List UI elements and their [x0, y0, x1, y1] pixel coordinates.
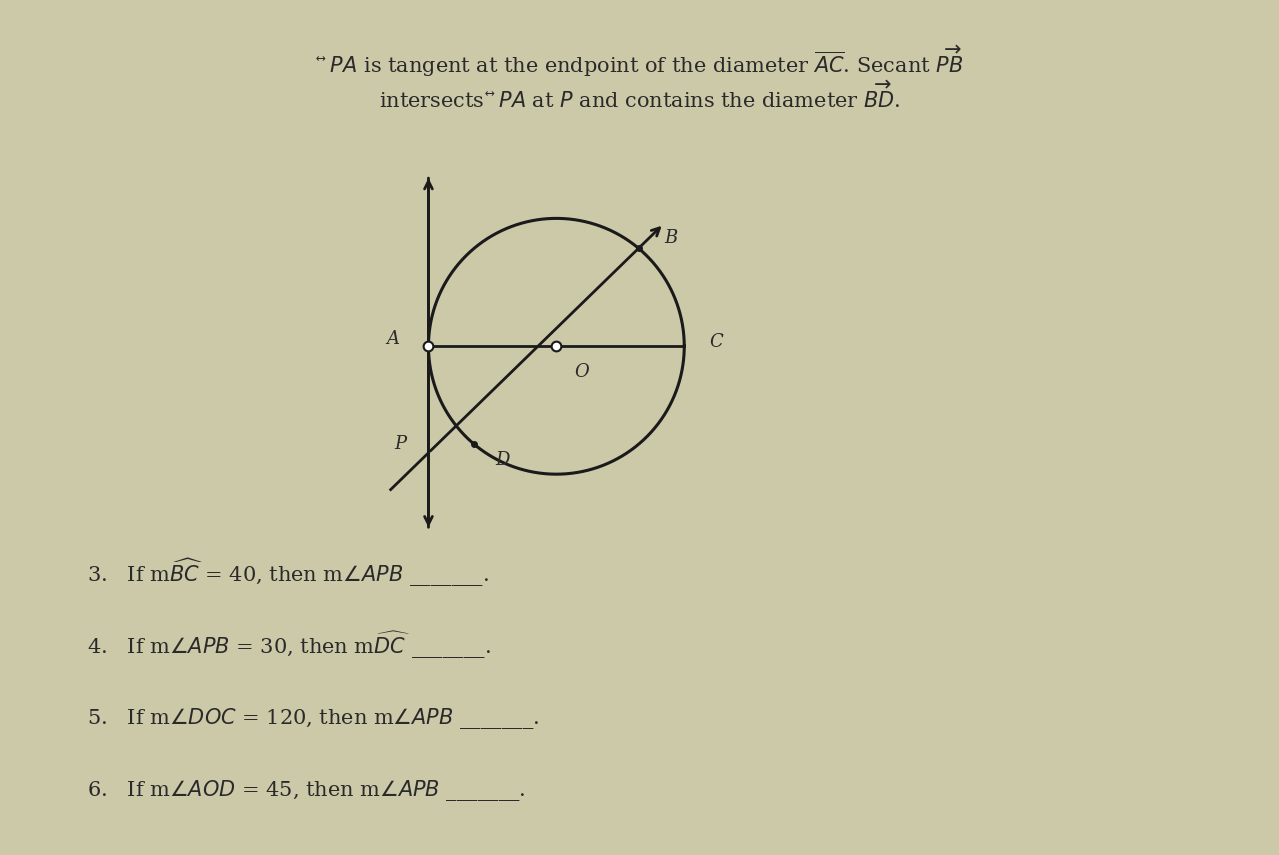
- Text: C: C: [710, 333, 723, 351]
- Text: D: D: [495, 451, 509, 469]
- Text: $\overleftrightarrow{PA}$ is tangent at the endpoint of the diameter $\overline{: $\overleftrightarrow{PA}$ is tangent at …: [316, 44, 963, 80]
- Text: intersects $\overleftrightarrow{PA}$ at $P$ and contains the diameter $\overrigh: intersects $\overleftrightarrow{PA}$ at …: [379, 80, 900, 112]
- Text: P: P: [394, 435, 407, 453]
- Text: A: A: [386, 330, 399, 349]
- Text: B: B: [664, 229, 677, 247]
- Text: 3.   If m$\widehat{BC}$ = 40, then m$\angle APB$ _______.: 3. If m$\widehat{BC}$ = 40, then m$\angl…: [87, 557, 489, 589]
- Text: O: O: [574, 363, 590, 381]
- Text: 6.   If m$\angle AOD$ = 45, then m$\angle APB$ _______.: 6. If m$\angle AOD$ = 45, then m$\angle …: [87, 778, 526, 804]
- Text: 4.   If m$\angle APB$ = 30, then m$\widehat{DC}$ _______.: 4. If m$\angle APB$ = 30, then m$\wideha…: [87, 630, 491, 661]
- Text: 5.   If m$\angle DOC$ = 120, then m$\angle APB$ _______.: 5. If m$\angle DOC$ = 120, then m$\angle…: [87, 705, 540, 731]
